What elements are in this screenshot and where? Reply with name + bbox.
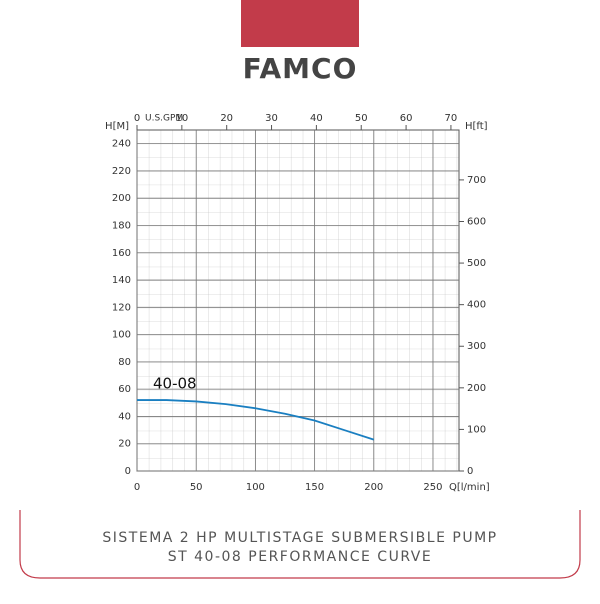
y2-axis-label: H[ft] [465,121,488,132]
x-tick-label: 250 [423,482,442,493]
footer-line: ST 40-08 PERFORMANCE CURVE [168,549,432,565]
x2-tick-label: 70 [445,113,458,124]
y2-tick-label: 100 [467,424,486,435]
x-tick-label: 100 [246,482,265,493]
y-tick-label: 180 [112,220,131,231]
brand-bar [241,0,359,47]
x2-tick-label: 0 [134,113,140,124]
x2-tick-label: 50 [355,113,368,124]
x-tick-label: 200 [364,482,383,493]
x2-tick-label: 40 [310,113,323,124]
y-tick-label: 220 [112,166,131,177]
x-tick-label: 150 [305,482,324,493]
y2-tick-label: 200 [467,383,486,394]
y-tick-label: 0 [125,466,131,477]
y-tick-label: 20 [118,439,131,450]
y-tick-label: 100 [112,330,131,341]
brand-logo: FAMCO [243,52,358,85]
x2-tick-label: 60 [400,113,413,124]
y2-tick-label: 300 [467,341,486,352]
x2-axis-label: U.S.GPM [145,114,183,124]
y-tick-label: 140 [112,275,131,286]
footer-line: SISTEMA 2 HP MULTISTAGE SUBMERSIBLE PUMP [102,530,497,546]
curve [137,399,375,441]
footer-frame [19,510,581,579]
y2-tick-label: 600 [467,216,486,227]
y-axis-label: H[M] [105,121,129,132]
x-axis-label: Q[l/min] [449,482,490,493]
y-tick-label: 40 [118,411,131,422]
y-tick-label: 120 [112,302,131,313]
y2-tick-label: 400 [467,300,486,311]
y2-tick-label: 700 [467,175,486,186]
x-tick-label: 50 [190,482,203,493]
y-tick-label: 200 [112,193,131,204]
y2-tick-label: 500 [467,258,486,269]
y-tick-label: 60 [118,384,131,395]
x2-tick-label: 30 [265,113,278,124]
y-tick-label: 160 [112,248,131,259]
x-tick-label: 0 [134,482,140,493]
y-tick-label: 240 [112,139,131,150]
y-tick-label: 80 [118,357,131,368]
x2-tick-label: 20 [220,113,233,124]
series-label: 40-08 [153,375,197,393]
y2-tick-label: 0 [467,466,473,477]
x2-tick-label: 10 [175,113,188,124]
plot-area [136,129,460,472]
